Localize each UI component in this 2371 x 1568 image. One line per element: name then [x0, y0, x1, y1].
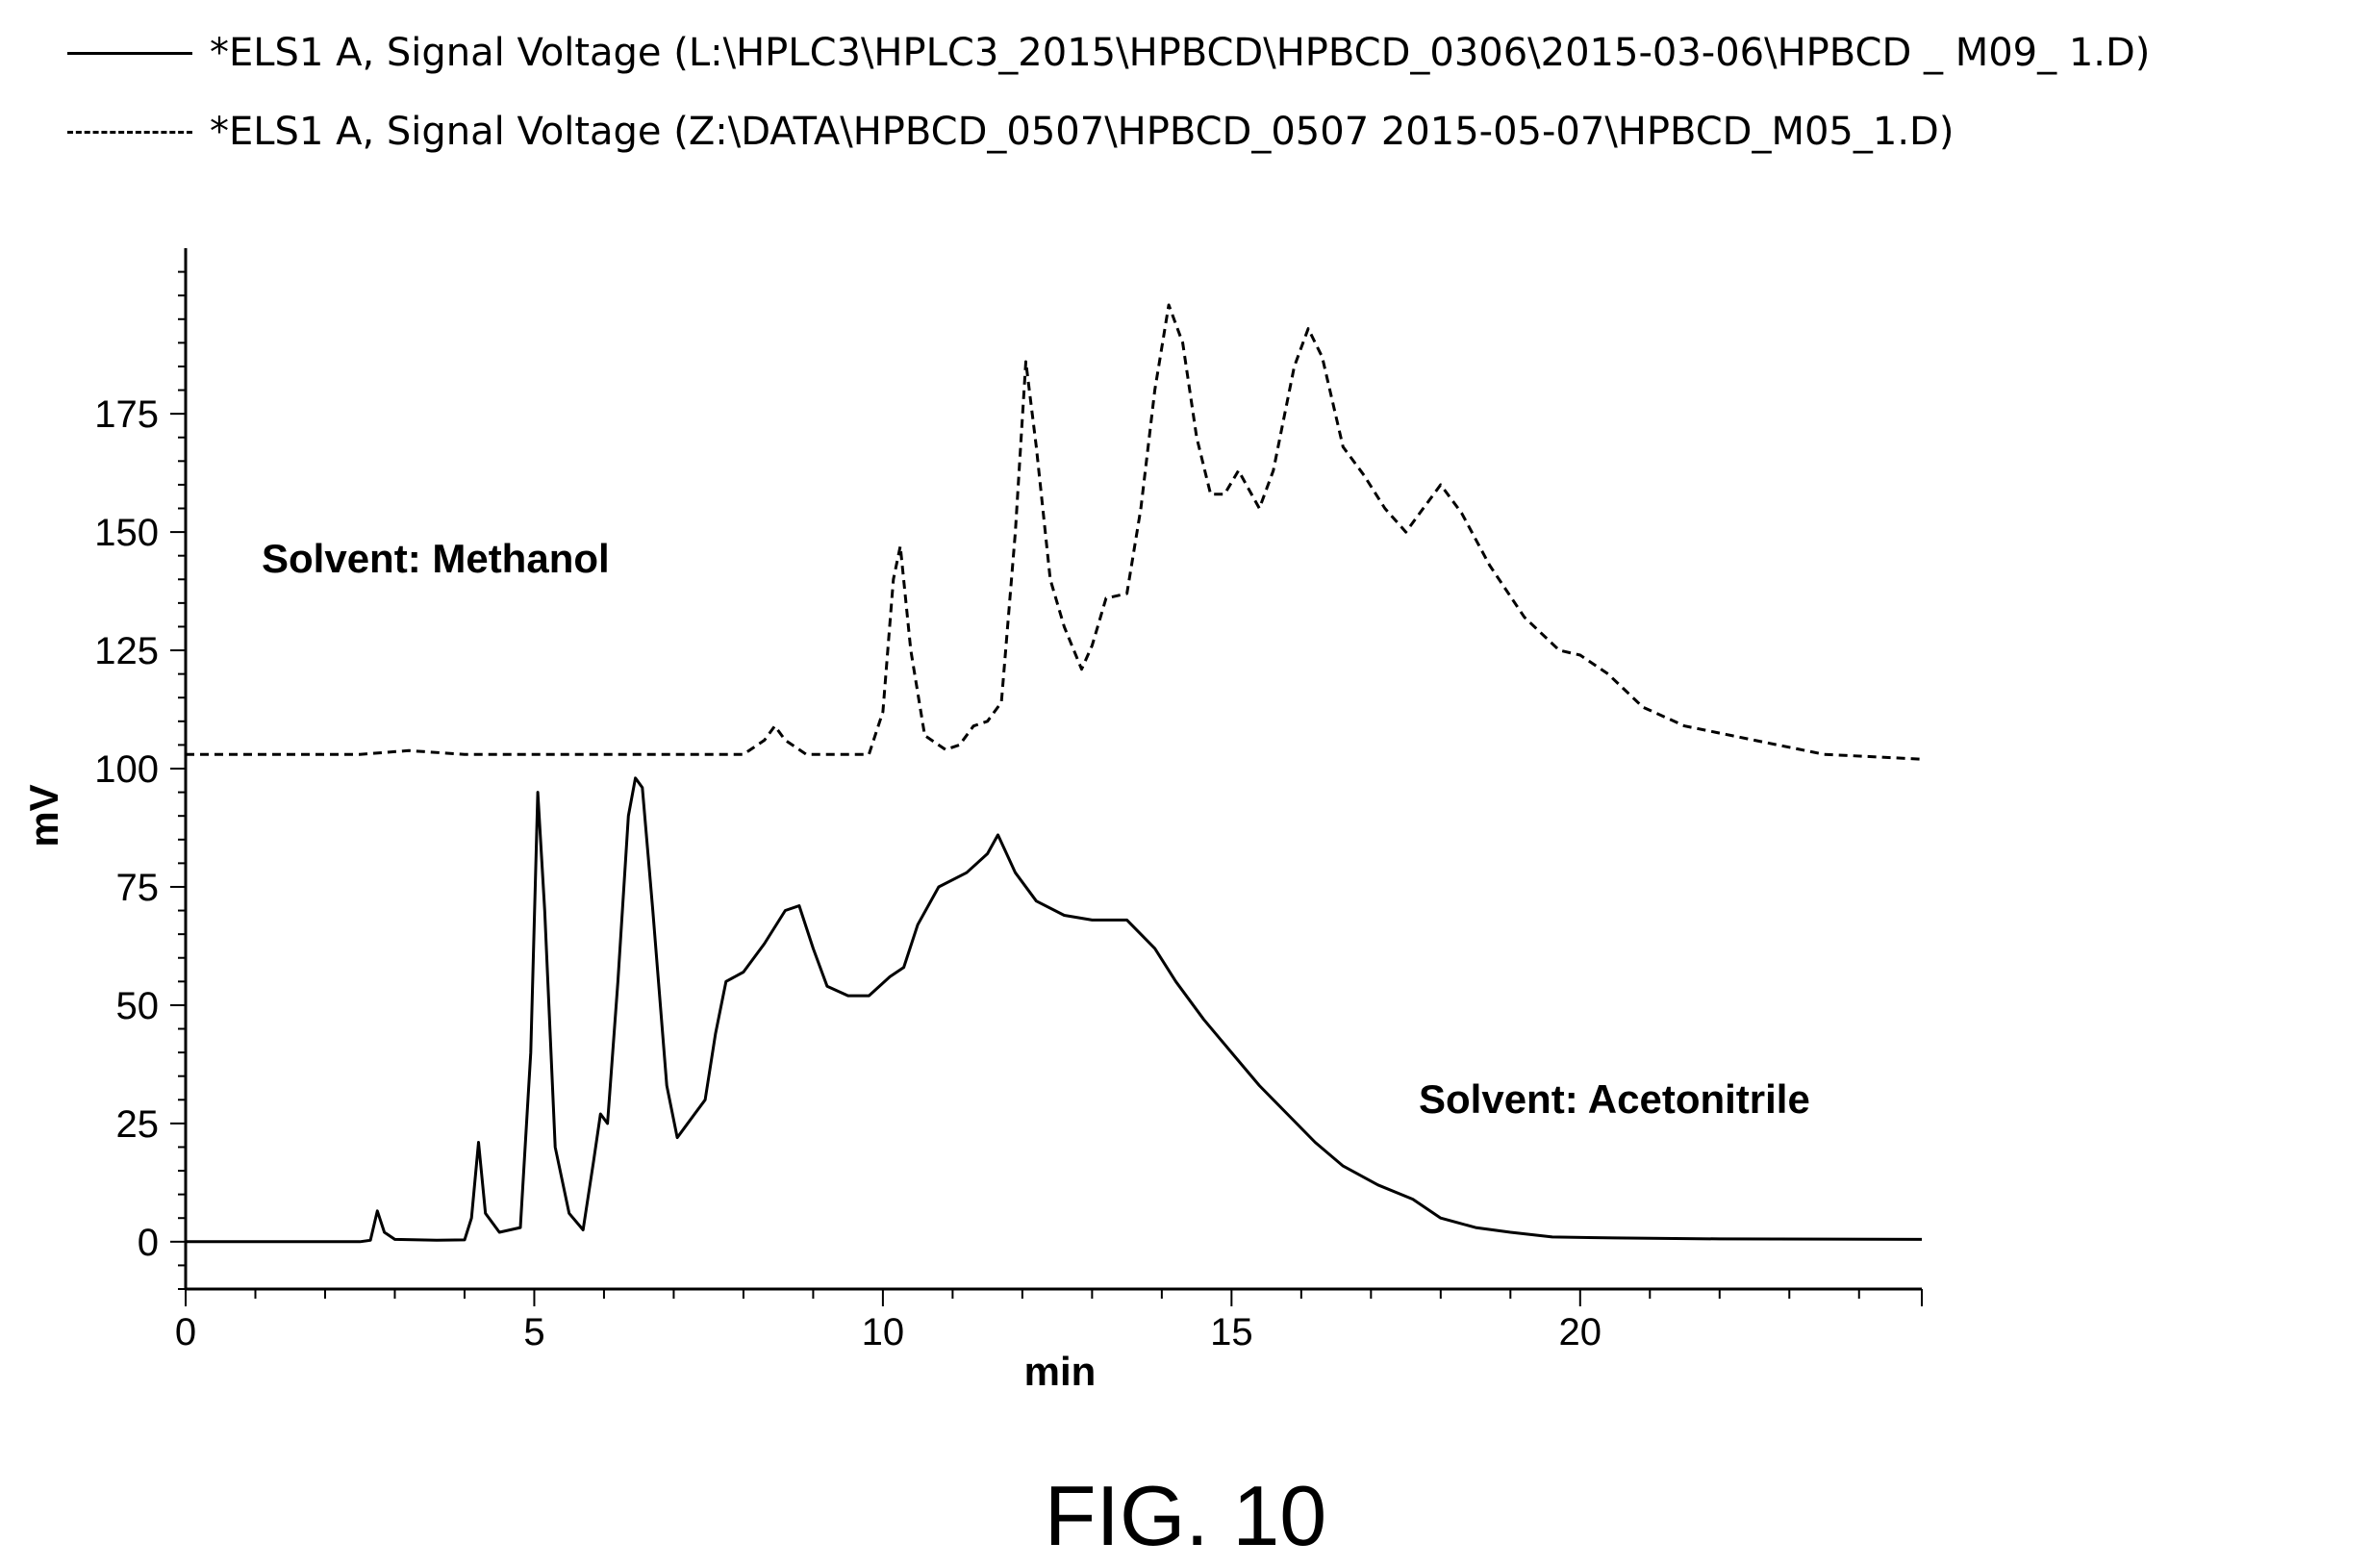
chart-legend: *ELS1 A, Signal Voltage (L:\HPLC3\HPLC3_… — [67, 13, 2150, 171]
legend-label-solid: *ELS1 A, Signal Voltage (L:\HPLC3\HPLC3_… — [210, 31, 2151, 75]
y-tick-label: 175 — [94, 393, 159, 436]
legend-entry-solid: *ELS1 A, Signal Voltage (L:\HPLC3\HPLC3_… — [67, 13, 2150, 92]
chart-axes: 0 25 50 75 100 125 150 175 0 5 10 15 20 — [94, 248, 1923, 1353]
x-tick-label: 0 — [175, 1311, 196, 1353]
y-tick-label: 150 — [94, 512, 159, 554]
y-axis-label: mV — [21, 784, 66, 847]
y-tick-label: 25 — [116, 1103, 160, 1146]
y-tick-label: 75 — [116, 867, 160, 909]
x-tick-label: 10 — [862, 1311, 905, 1353]
annotation-acetonitrile: Solvent: Acetonitrile — [1419, 1076, 1810, 1122]
series-line-acetonitrile — [186, 776, 1923, 1244]
figure-label: FIG. 10 — [1044, 1468, 1327, 1563]
x-axis-label: min — [1024, 1349, 1097, 1394]
x-tick-label: 20 — [1559, 1311, 1602, 1353]
x-tick-label: 15 — [1210, 1311, 1253, 1353]
series-line-methanol — [186, 303, 1923, 761]
annotation-methanol: Solvent: Methanol — [262, 536, 610, 581]
chart-series-layer — [186, 303, 1923, 1244]
y-tick-label: 50 — [116, 985, 160, 1027]
x-tick-label: 5 — [523, 1311, 544, 1353]
legend-entry-dashed: *ELS1 A, Signal Voltage (Z:\DATA\HPBCD_0… — [67, 92, 2150, 171]
y-tick-label: 0 — [138, 1222, 159, 1264]
legend-solid-line-icon — [67, 51, 192, 55]
y-tick-label: 100 — [94, 748, 159, 791]
legend-label-dashed: *ELS1 A, Signal Voltage (Z:\DATA\HPBCD_0… — [210, 110, 1955, 154]
y-tick-label: 125 — [94, 630, 159, 672]
legend-dashed-line-icon — [67, 130, 192, 134]
